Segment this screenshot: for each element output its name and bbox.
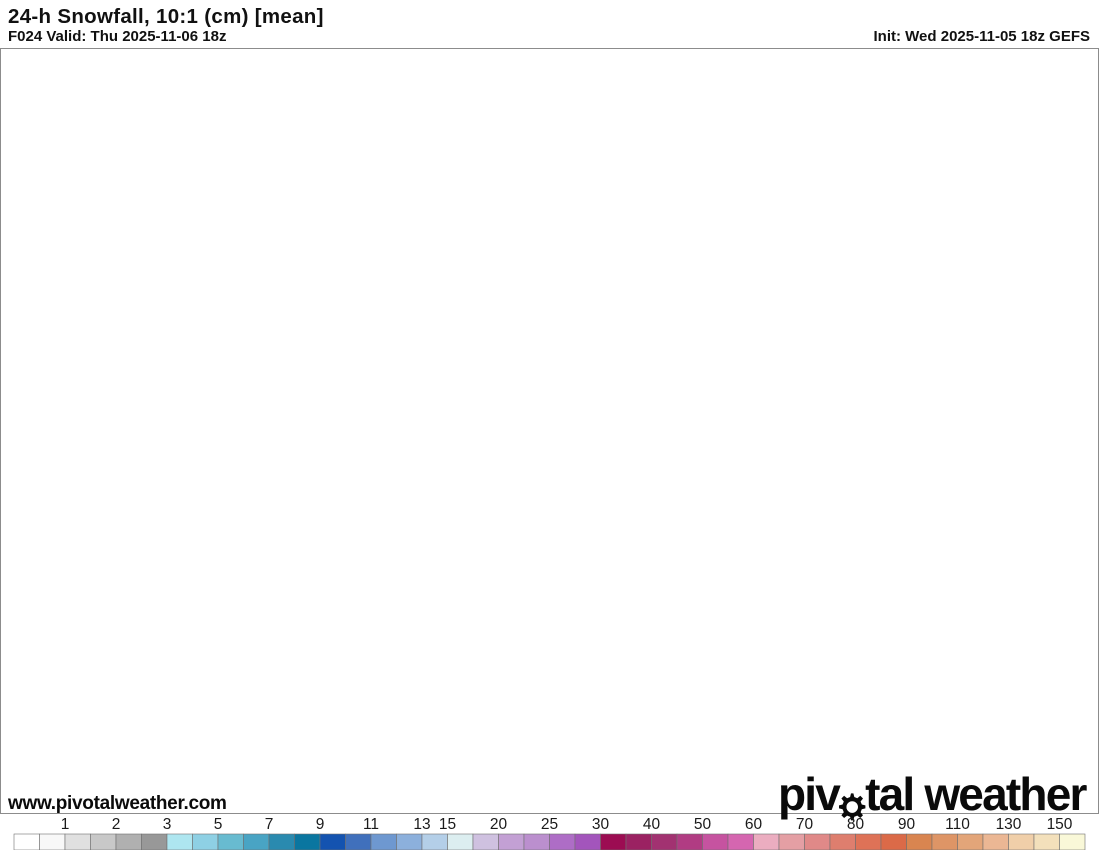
svg-text:40: 40 — [643, 816, 661, 833]
svg-text:150: 150 — [1047, 816, 1073, 833]
svg-text:3: 3 — [163, 816, 172, 833]
svg-text:50: 50 — [694, 816, 712, 833]
svg-text:60: 60 — [745, 816, 763, 833]
svg-text:20: 20 — [490, 816, 508, 833]
svg-text:130: 130 — [996, 816, 1022, 833]
svg-text:1: 1 — [61, 816, 70, 833]
svg-text:15: 15 — [439, 816, 456, 833]
svg-text:30: 30 — [592, 816, 610, 833]
svg-text:11: 11 — [363, 816, 379, 833]
svg-text:80: 80 — [847, 816, 865, 833]
svg-text:5: 5 — [214, 816, 223, 833]
svg-text:110: 110 — [945, 816, 970, 833]
svg-text:13: 13 — [413, 816, 430, 833]
svg-text:70: 70 — [796, 816, 814, 833]
svg-text:25: 25 — [541, 816, 558, 833]
svg-text:90: 90 — [898, 816, 916, 833]
svg-text:2: 2 — [112, 816, 121, 833]
svg-text:9: 9 — [316, 816, 325, 833]
svg-text:7: 7 — [265, 816, 274, 833]
